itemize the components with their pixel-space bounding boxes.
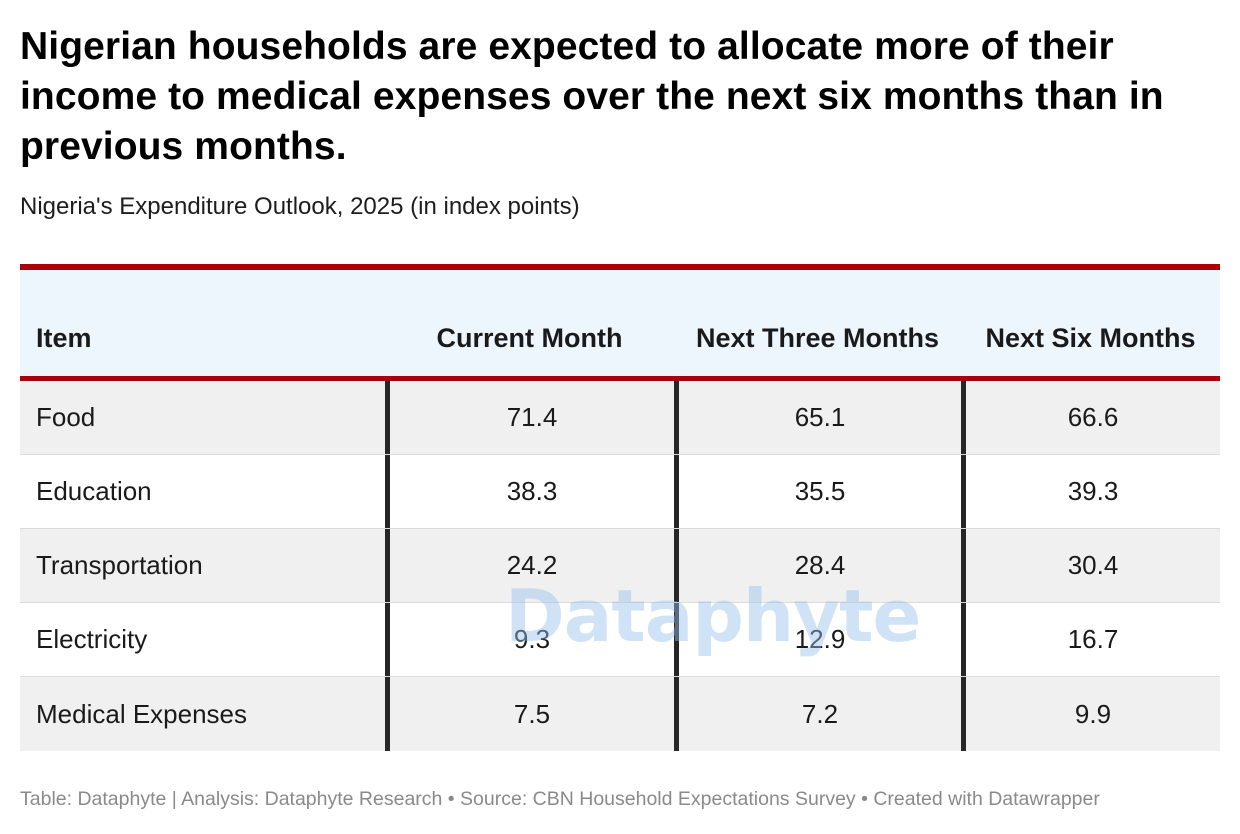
column-header-current-month: Current Month xyxy=(436,323,623,353)
table-row: Transportation 24.2 28.4 30.4 xyxy=(20,529,1220,603)
table-cell-next-three-months: 12.9 xyxy=(674,603,961,676)
chart-title: Nigerian households are expected to allo… xyxy=(20,25,1164,168)
table-cell-next-six-months: 9.9 xyxy=(961,677,1220,751)
table-cell-next-three-months: 35.5 xyxy=(674,455,961,528)
table-cell-next-six-months: 39.3 xyxy=(961,455,1220,528)
table-cell-current-month: 7.5 xyxy=(385,677,674,751)
table-cell-item: Electricity xyxy=(36,624,148,654)
column-header-next-six-months: Next Six Months xyxy=(985,323,1196,353)
table-body: Food 71.4 65.1 66.6 Education 38.3 35.5 39.3 Tra… xyxy=(20,381,1220,751)
table-top-rule xyxy=(20,264,1220,270)
table-row: Education 38.3 35.5 39.3 xyxy=(20,455,1220,529)
table-cell-current-month: 38.3 xyxy=(385,455,674,528)
chart-subtitle: Nigeria's Expenditure Outlook, 2025 (in … xyxy=(20,193,580,220)
table-cell-next-three-months: 7.2 xyxy=(674,677,961,751)
table-cell-item: Transportation xyxy=(36,550,203,580)
table-cell-item: Medical Expenses xyxy=(36,698,247,729)
table-header-row: Item Current Month Next Three Months Nex… xyxy=(20,270,1220,381)
table-cell-item: Food xyxy=(36,402,96,432)
table-cell-next-six-months: 16.7 xyxy=(961,603,1220,676)
column-header-item: Item xyxy=(36,323,92,353)
table-row: Medical Expenses 7.5 7.2 9.9 xyxy=(20,677,1220,751)
table-row: Electricity 9.3 12.9 16.7 xyxy=(20,603,1220,677)
table-cell-current-month: 9.3 xyxy=(385,603,674,676)
data-table: Item Current Month Next Three Months Nex… xyxy=(20,264,1220,751)
column-header-next-three-months: Next Three Months xyxy=(695,323,940,353)
table-cell-current-month: 24.2 xyxy=(385,529,674,602)
table-cell-next-six-months: 30.4 xyxy=(961,529,1220,602)
table-cell-next-six-months: 66.6 xyxy=(961,381,1220,454)
chart-footer: Table: Dataphyte | Analysis: Dataphyte R… xyxy=(20,788,1100,810)
table-cell-item: Education xyxy=(36,476,152,506)
table-cell-next-three-months: 28.4 xyxy=(674,529,961,602)
table-row: Food 71.4 65.1 66.6 xyxy=(20,381,1220,455)
table-cell-next-three-months: 65.1 xyxy=(674,381,961,454)
table-cell-current-month: 71.4 xyxy=(385,381,674,454)
